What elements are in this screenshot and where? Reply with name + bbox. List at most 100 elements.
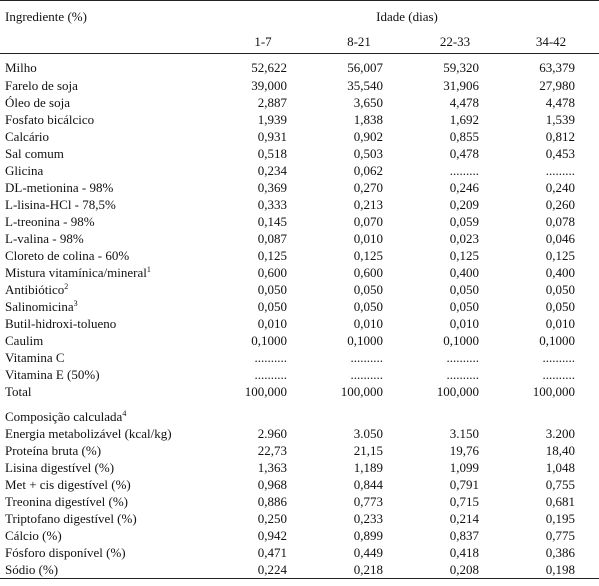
- value-cell: 0,246: [449, 180, 479, 195]
- total-row: Total 100,000 100,000 100,000 100,000: [0, 383, 599, 400]
- value-cell: 1,939: [257, 112, 287, 127]
- value-cell: 0,059: [449, 214, 479, 229]
- value-cell: 0,213: [353, 197, 383, 212]
- row-label: Met + cis digestível (%): [0, 476, 215, 493]
- value-cell: ..........: [254, 350, 288, 365]
- value-cell: 0,791: [449, 477, 479, 492]
- value-cell: 1,539: [545, 112, 576, 127]
- value-cell: 0,1000: [347, 333, 383, 348]
- row-label-text: Caulim: [5, 333, 44, 348]
- header-spacer: [0, 31, 215, 54]
- value-cell: 0,837: [449, 528, 479, 543]
- row-label: Glicina: [0, 162, 215, 179]
- value-cell: 1,363: [257, 460, 287, 475]
- value-cell: 0,050: [545, 282, 576, 297]
- ingredient-row: Glicina 0,234 0,062..................: [0, 162, 599, 179]
- value-cell: 0,062: [353, 163, 383, 178]
- row-label-text: Farelo de soja: [5, 78, 78, 93]
- value-cell: 3.200: [545, 426, 576, 441]
- value-cell: 0,773: [353, 494, 383, 509]
- ingredient-row: Calcário 0,931 0,902 0,855 0,812: [0, 128, 599, 145]
- composition-row: Triptofano digestível (%) 0,250 0,233 0,214…: [0, 510, 599, 527]
- composition-row: Proteína bruta (%) 22,73 21,15 19,76 18,40: [0, 442, 599, 459]
- value-cell: ..........: [446, 367, 480, 382]
- row-label: Sódio (%): [0, 561, 215, 579]
- ingredient-row: Óleo de soja 2,887 3,650 4,478 4,478: [0, 94, 599, 111]
- row-label-text: L-treonina - 98%: [5, 214, 95, 229]
- value-cell: 1,692: [449, 112, 479, 127]
- row-label: Caulim: [0, 332, 215, 349]
- value-cell: 0,400: [545, 265, 576, 280]
- value-cell: 0,250: [257, 511, 287, 526]
- value-cell: 0,050: [449, 282, 479, 297]
- value-cell: 0,418: [449, 545, 479, 560]
- value-cell: 0,208: [407, 561, 503, 579]
- value-cell: 0,1000: [443, 333, 479, 348]
- value-cell: 0,010: [257, 316, 287, 331]
- value-cell: 0,812: [545, 129, 576, 144]
- value-cell: 0,050: [449, 299, 479, 314]
- row-label-text: Treonina digestível (%): [5, 494, 128, 509]
- value-cell: 0,234: [257, 163, 287, 178]
- value-cell: .........: [449, 163, 479, 178]
- row-label-text: Total: [5, 384, 32, 399]
- value-cell: ..........: [254, 367, 288, 382]
- value-cell: ..........: [446, 350, 480, 365]
- value-cell: 0,010: [353, 316, 383, 331]
- row-label: DL-metionina - 98%: [0, 179, 215, 196]
- row-label: Treonina digestível (%): [0, 493, 215, 510]
- period-header: 8-21: [311, 31, 407, 54]
- ingredient-row: Vitamina E (50%)........................…: [0, 366, 599, 383]
- value-cell: 31,906: [443, 78, 479, 93]
- value-cell: 39,000: [251, 78, 287, 93]
- value-cell: 19,76: [449, 443, 479, 458]
- value-cell: 0,755: [545, 477, 576, 492]
- row-label-text: Glicina: [5, 163, 44, 178]
- composition-title: Composição calculada4: [0, 400, 599, 425]
- composition-row: Sódio (%) 0,224 0,218 0,208 0,198: [0, 561, 599, 579]
- ingredient-row: Butil-hidroxi-tolueno 0,010 0,010 0,010 0,01…: [0, 315, 599, 332]
- value-cell: 1,838: [353, 112, 383, 127]
- row-label: Vitamina C: [0, 349, 215, 366]
- ingredient-row: Antibiótico2 0,050 0,050 0,050 0,050: [0, 281, 599, 298]
- row-label: Antibiótico2: [0, 281, 215, 298]
- value-cell: 0,1000: [539, 333, 576, 348]
- composition-title-text: Composição calculada: [5, 409, 123, 424]
- value-cell: 0,968: [257, 477, 287, 492]
- value-cell: 0,503: [353, 146, 383, 161]
- row-label: Triptofano digestível (%): [0, 510, 215, 527]
- value-cell: 0,844: [353, 477, 383, 492]
- row-label-text: Cálcio (%): [5, 528, 62, 543]
- row-label-text: Proteína bruta (%): [5, 443, 102, 458]
- row-label: Óleo de soja: [0, 94, 215, 111]
- row-label: Cálcio (%): [0, 527, 215, 544]
- ingredient-row: Fosfato bicálcico 1,939 1,838 1,692 1,539: [0, 111, 599, 128]
- value-cell: 3.050: [353, 426, 383, 441]
- value-cell: 0,125: [545, 248, 576, 263]
- value-cell: 0,209: [449, 197, 479, 212]
- row-label: Butil-hidroxi-tolueno: [0, 315, 215, 332]
- composition-row: Energia metabolizável (kcal/kg) 2.960 3.05…: [0, 425, 599, 442]
- row-label-text: Vitamina C: [5, 350, 65, 365]
- value-cell: 4,478: [545, 95, 576, 110]
- value-cell: 35,540: [347, 78, 383, 93]
- value-cell: 0,478: [449, 146, 479, 161]
- row-label: Sal comum: [0, 145, 215, 162]
- ingredient-row: DL-metionina - 98% 0,369 0,270 0,246 0,240: [0, 179, 599, 196]
- value-cell: 0,233: [353, 511, 383, 526]
- value-cell: 0,050: [353, 282, 383, 297]
- value-cell: 0,449: [353, 545, 383, 560]
- value-cell: 0,270: [353, 180, 383, 195]
- value-cell: 0,886: [257, 494, 287, 509]
- footnote-marker: 4: [122, 409, 127, 418]
- value-cell: 0,386: [545, 545, 576, 560]
- value-cell: ..........: [542, 367, 576, 382]
- value-cell: 0,681: [545, 494, 576, 509]
- value-cell: 0,899: [353, 528, 383, 543]
- value-cell: 0,050: [353, 299, 383, 314]
- ingredient-row: Salinomicina3 0,050 0,050 0,050 0,050: [0, 298, 599, 315]
- period-header: 22-33: [407, 31, 503, 54]
- ingredient-row: Sal comum 0,518 0,503 0,478 0,453: [0, 145, 599, 162]
- row-label-text: DL-metionina - 98%: [5, 180, 114, 195]
- value-cell: 0,931: [257, 129, 287, 144]
